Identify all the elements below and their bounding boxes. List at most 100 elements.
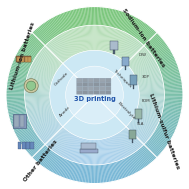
Wedge shape bbox=[65, 136, 76, 159]
Wedge shape bbox=[10, 115, 28, 122]
Circle shape bbox=[50, 50, 139, 140]
Wedge shape bbox=[116, 11, 123, 29]
Wedge shape bbox=[136, 69, 160, 79]
Wedge shape bbox=[59, 35, 72, 57]
Wedge shape bbox=[24, 41, 40, 53]
Wedge shape bbox=[139, 83, 163, 88]
Wedge shape bbox=[164, 96, 183, 98]
Wedge shape bbox=[139, 99, 164, 102]
Wedge shape bbox=[66, 11, 73, 29]
Wedge shape bbox=[25, 96, 50, 98]
Wedge shape bbox=[105, 27, 111, 52]
Wedge shape bbox=[101, 26, 105, 51]
Wedge shape bbox=[87, 26, 91, 51]
FancyBboxPatch shape bbox=[30, 142, 34, 149]
Wedge shape bbox=[59, 14, 67, 31]
Wedge shape bbox=[52, 131, 68, 152]
Wedge shape bbox=[66, 161, 73, 179]
Wedge shape bbox=[125, 15, 135, 33]
Wedge shape bbox=[138, 78, 163, 85]
Wedge shape bbox=[93, 25, 94, 50]
Wedge shape bbox=[157, 55, 174, 64]
Wedge shape bbox=[7, 80, 26, 84]
Wedge shape bbox=[139, 91, 164, 94]
Wedge shape bbox=[164, 95, 183, 97]
FancyBboxPatch shape bbox=[13, 114, 26, 128]
Wedge shape bbox=[160, 118, 178, 125]
Wedge shape bbox=[9, 69, 28, 76]
FancyBboxPatch shape bbox=[88, 82, 94, 86]
FancyBboxPatch shape bbox=[25, 57, 28, 62]
Wedge shape bbox=[6, 98, 25, 100]
Wedge shape bbox=[48, 42, 65, 62]
Wedge shape bbox=[82, 139, 88, 164]
Wedge shape bbox=[98, 139, 102, 165]
Wedge shape bbox=[121, 130, 138, 151]
Wedge shape bbox=[84, 139, 88, 164]
Wedge shape bbox=[27, 75, 52, 83]
Wedge shape bbox=[163, 110, 181, 115]
Wedge shape bbox=[26, 83, 50, 88]
Wedge shape bbox=[139, 148, 153, 163]
Wedge shape bbox=[54, 132, 70, 153]
Wedge shape bbox=[129, 18, 140, 35]
Wedge shape bbox=[75, 138, 83, 163]
Wedge shape bbox=[161, 69, 180, 76]
Wedge shape bbox=[132, 20, 143, 36]
Wedge shape bbox=[74, 138, 82, 162]
Wedge shape bbox=[162, 111, 181, 116]
Wedge shape bbox=[50, 40, 67, 60]
Wedge shape bbox=[113, 32, 125, 55]
FancyBboxPatch shape bbox=[77, 82, 82, 86]
Wedge shape bbox=[139, 96, 164, 98]
Wedge shape bbox=[139, 87, 164, 90]
Wedge shape bbox=[12, 121, 30, 130]
Wedge shape bbox=[63, 12, 71, 30]
Wedge shape bbox=[138, 82, 163, 87]
Wedge shape bbox=[135, 152, 146, 168]
Wedge shape bbox=[11, 63, 29, 71]
Wedge shape bbox=[75, 9, 80, 27]
Wedge shape bbox=[27, 76, 52, 84]
Wedge shape bbox=[40, 123, 60, 139]
Wedge shape bbox=[15, 55, 32, 64]
Wedge shape bbox=[124, 128, 142, 147]
FancyBboxPatch shape bbox=[80, 149, 98, 153]
Wedge shape bbox=[128, 124, 148, 141]
Wedge shape bbox=[144, 144, 158, 158]
Wedge shape bbox=[163, 108, 181, 113]
Wedge shape bbox=[152, 134, 168, 146]
Wedge shape bbox=[124, 43, 142, 62]
Wedge shape bbox=[50, 130, 67, 150]
Wedge shape bbox=[96, 140, 98, 165]
Wedge shape bbox=[65, 31, 76, 54]
Wedge shape bbox=[125, 127, 143, 146]
Wedge shape bbox=[118, 35, 132, 57]
Wedge shape bbox=[157, 125, 175, 134]
Wedge shape bbox=[45, 153, 57, 169]
Wedge shape bbox=[139, 94, 164, 95]
Wedge shape bbox=[33, 60, 56, 73]
Wedge shape bbox=[132, 56, 153, 71]
Wedge shape bbox=[98, 26, 102, 51]
Wedge shape bbox=[132, 119, 153, 134]
Wedge shape bbox=[91, 25, 93, 50]
Wedge shape bbox=[55, 132, 70, 154]
Wedge shape bbox=[39, 149, 51, 165]
Text: Techniques: Techniques bbox=[112, 68, 132, 88]
Wedge shape bbox=[164, 90, 183, 93]
Wedge shape bbox=[17, 129, 34, 139]
Wedge shape bbox=[94, 140, 96, 165]
Wedge shape bbox=[50, 41, 66, 61]
Wedge shape bbox=[134, 115, 157, 128]
Wedge shape bbox=[13, 59, 31, 68]
FancyBboxPatch shape bbox=[94, 91, 99, 94]
FancyBboxPatch shape bbox=[110, 41, 118, 50]
Wedge shape bbox=[63, 160, 71, 178]
Wedge shape bbox=[53, 38, 69, 59]
Wedge shape bbox=[146, 35, 160, 48]
Text: SLA: SLA bbox=[136, 122, 144, 126]
Wedge shape bbox=[143, 144, 157, 159]
Wedge shape bbox=[7, 83, 25, 87]
Wedge shape bbox=[146, 141, 161, 154]
